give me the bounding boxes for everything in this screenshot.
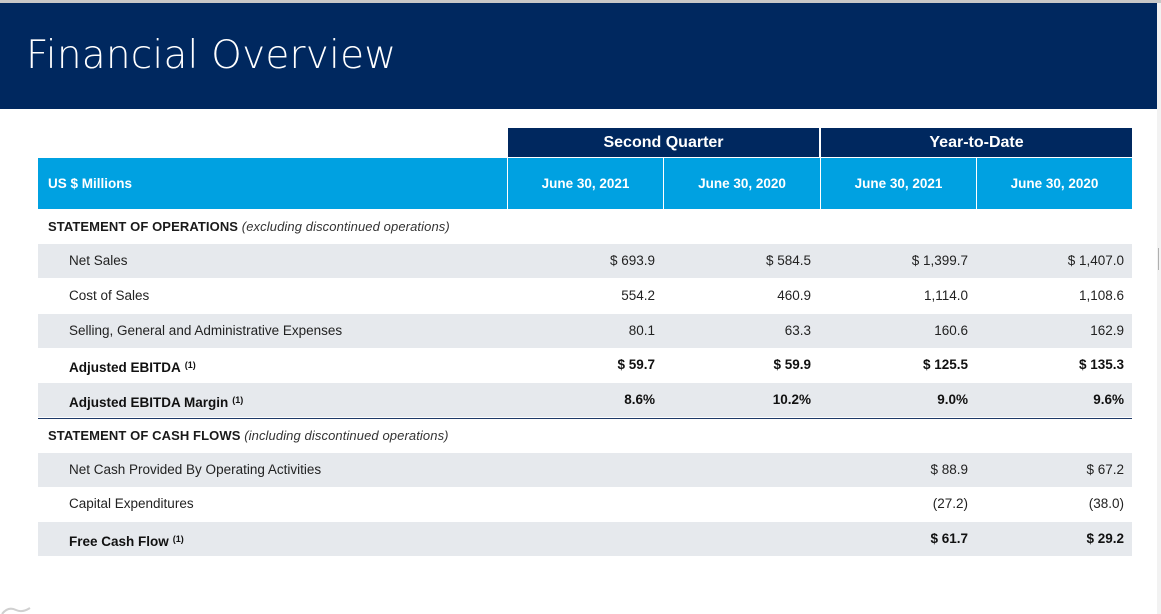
- row-label-text: Adjusted EBITDA: [69, 360, 181, 375]
- value-ytd-2021: $ 88.9: [930, 462, 968, 477]
- column-divider: [976, 158, 977, 209]
- col-header-q2-2021: June 30, 2021: [541, 176, 630, 191]
- value-ytd-2021: 9.0%: [937, 392, 968, 407]
- value-q2-2020: 10.2%: [772, 392, 811, 407]
- scroll-indicator: [1158, 248, 1159, 270]
- column-divider: [820, 158, 821, 209]
- section-divider: [38, 418, 1132, 419]
- row-label-text: Free Cash Flow: [69, 534, 169, 549]
- value-ytd-2021: (27.2): [932, 496, 968, 511]
- value-q2-2021: 8.6%: [624, 392, 655, 407]
- table-row-free-cash-flow: Free Cash Flow (1) $ 61.7 $ 29.2: [38, 522, 1132, 556]
- top-border: [0, 0, 1161, 3]
- value-ytd-2020: 162.9: [1090, 323, 1124, 338]
- col-header-ytd-2020: June 30, 2020: [1010, 176, 1099, 191]
- value-q2-2021: $ 59.7: [617, 357, 655, 372]
- value-ytd-2021: 160.6: [934, 323, 968, 338]
- group-header-second-quarter: Second Quarter: [508, 128, 819, 157]
- title-bar: Financial Overview: [0, 3, 1157, 109]
- value-q2-2020: 460.9: [777, 288, 811, 303]
- section-title-cash-flows: STATEMENT OF CASH FLOWS (including disco…: [48, 428, 449, 443]
- section-title-operations: STATEMENT OF OPERATIONS (excluding disco…: [48, 219, 450, 234]
- row-label: Capital Expenditures: [69, 496, 194, 511]
- value-q2-2021: 554.2: [621, 288, 655, 303]
- col-header-ytd-2021: June 30, 2021: [854, 176, 943, 191]
- value-ytd-2020: $ 67.2: [1086, 462, 1124, 477]
- right-scroll-gutter: [1157, 3, 1161, 614]
- value-ytd-2020: $ 135.3: [1078, 357, 1124, 372]
- page-title: Financial Overview: [26, 33, 397, 78]
- corner-logo-fragment: [1, 607, 31, 614]
- row-label: Cost of Sales: [69, 288, 150, 303]
- value-q2-2020: $ 584.5: [765, 253, 811, 268]
- value-q2-2020: $ 59.9: [773, 357, 811, 372]
- table-row-capex: Capital Expenditures (27.2) (38.0): [38, 487, 1132, 521]
- value-ytd-2021: 1,114.0: [923, 288, 968, 303]
- section-title-text: STATEMENT OF CASH FLOWS: [48, 428, 241, 443]
- row-label: Free Cash Flow (1): [69, 522, 184, 559]
- value-ytd-2020: $ 29.2: [1086, 531, 1124, 546]
- value-ytd-2021: $ 61.7: [930, 531, 968, 546]
- value-q2-2021: $ 693.9: [609, 253, 655, 268]
- group-header-year-to-date: Year-to-Date: [821, 128, 1132, 157]
- row-label: Adjusted EBITDA Margin (1): [69, 383, 243, 420]
- table-row-adjusted-ebitda-margin: Adjusted EBITDA Margin (1) 8.6% 10.2% 9.0…: [38, 383, 1132, 417]
- row-label: Net Sales: [69, 253, 128, 268]
- section-title-text: STATEMENT OF OPERATIONS: [48, 219, 239, 234]
- value-q2-2021: 80.1: [628, 323, 655, 338]
- footnote-marker: (1): [172, 534, 184, 544]
- footnote-marker: (1): [184, 360, 196, 370]
- value-ytd-2020: 1,108.6: [1078, 288, 1124, 303]
- value-ytd-2020: $ 1,407.0: [1067, 253, 1124, 268]
- column-divider: [507, 158, 508, 209]
- value-ytd-2021: $ 1,399.7: [911, 253, 968, 268]
- row-label-text: Adjusted EBITDA Margin: [69, 395, 229, 410]
- value-q2-2020: 63.3: [784, 323, 811, 338]
- table-row-sga: Selling, General and Administrative Expe…: [38, 314, 1132, 348]
- col-header-q2-2020: June 30, 2020: [698, 176, 786, 191]
- row-label: Selling, General and Administrative Expe…: [69, 323, 343, 338]
- section-note: (excluding discontinued operations): [241, 219, 450, 234]
- column-divider: [663, 158, 664, 209]
- value-ytd-2021: $ 125.5: [922, 357, 968, 372]
- section-note: (including discontinued operations): [244, 428, 449, 443]
- row-label: Adjusted EBITDA (1): [69, 348, 196, 385]
- value-ytd-2020: (38.0): [1088, 496, 1124, 511]
- table-row-cost-of-sales: Cost of Sales 554.2 460.9 1,114.0 1,108.…: [38, 279, 1132, 313]
- row-label: Net Cash Provided By Operating Activitie…: [69, 462, 322, 477]
- footnote-marker: (1): [232, 395, 244, 405]
- table-row-net-sales: Net Sales $ 693.9 $ 584.5 $ 1,399.7 $ 1,…: [38, 244, 1132, 278]
- table-row-operating-cash: Net Cash Provided By Operating Activitie…: [38, 453, 1132, 487]
- units-header: US $ Millions: [48, 176, 133, 191]
- value-ytd-2020: 9.6%: [1093, 392, 1124, 407]
- column-header-row: US $ Millions June 30, 2021 June 30, 202…: [38, 158, 1132, 209]
- table-row-adjusted-ebitda: Adjusted EBITDA (1) $ 59.7 $ 59.9 $ 125.5…: [38, 348, 1132, 382]
